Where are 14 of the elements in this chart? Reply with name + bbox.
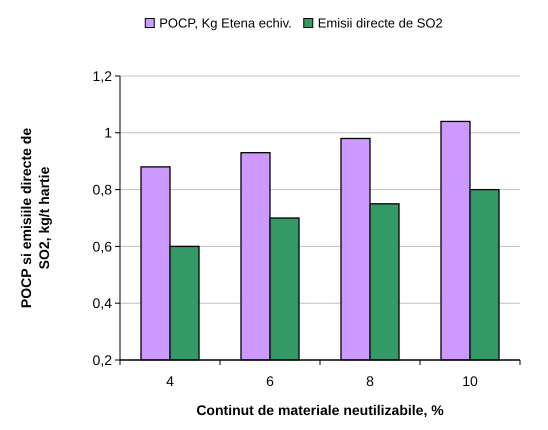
y-tick-label: 1 xyxy=(104,124,112,141)
x-tick-label: 6 xyxy=(266,373,274,389)
legend-label: POCP, Kg Etena echiv. xyxy=(159,16,292,31)
y-tick-label: 1,2 xyxy=(92,68,112,84)
x-tick-label: 10 xyxy=(462,373,478,389)
y-tick-label: 0,4 xyxy=(92,295,112,312)
x-tick-label: 4 xyxy=(166,373,174,389)
legend-label: Emisii directe de SO2 xyxy=(318,16,443,31)
y-tick-label: 0,8 xyxy=(92,182,112,198)
y-tick-label: 0,6 xyxy=(92,238,112,254)
y-tick-label: 0,2 xyxy=(92,352,112,368)
y-axis-title: POCP si emisiile directe de SO2, kg/t hartie xyxy=(18,128,52,308)
x-axis-title: Continut de materiale neutilizabile, % xyxy=(196,402,444,418)
x-tick-label: 8 xyxy=(366,373,374,389)
